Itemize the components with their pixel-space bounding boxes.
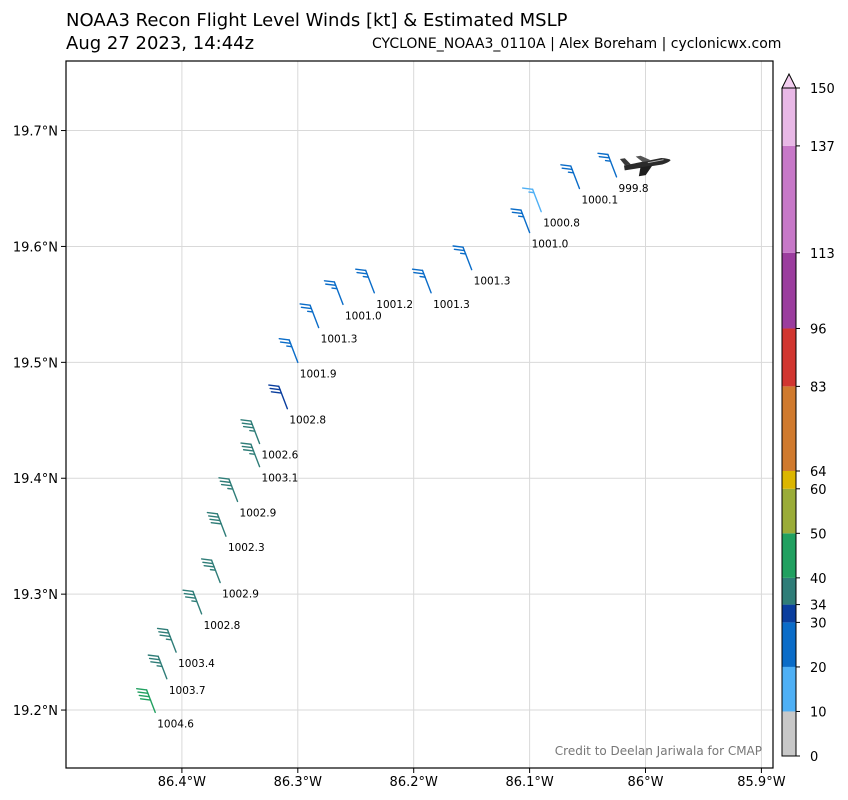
colorbar-segment xyxy=(782,488,796,534)
colorbar-label: 96 xyxy=(810,322,827,337)
axis-ticks: 86.4°W 86.3°W 86.2°W 86.1°W 86°W 85.9°W 19.2°N… xyxy=(13,125,786,790)
colorbar-segment xyxy=(782,666,796,712)
colorbar-label: 40 xyxy=(810,572,827,587)
colorbar-label: 137 xyxy=(810,140,835,155)
y-tick-label: 19.2°N xyxy=(13,704,58,719)
colorbar-segment xyxy=(782,711,796,756)
x-tick-label: 85.9°W xyxy=(737,775,785,790)
colorbar-label: 83 xyxy=(810,380,827,395)
wind-barb xyxy=(299,303,320,329)
mslp-label: 1002.3 xyxy=(228,542,265,554)
mslp-label: 1003.7 xyxy=(169,685,206,697)
wind-barbs xyxy=(136,152,618,714)
credit-text: Credit to Deelan Jariwala for CMAP xyxy=(555,744,762,758)
mslp-label: 1003.1 xyxy=(262,473,299,485)
x-tick-label: 86.1°W xyxy=(505,775,553,790)
colorbar-label: 150 xyxy=(810,82,835,97)
mslp-label: 1002.8 xyxy=(204,620,241,632)
colorbar-label: 20 xyxy=(810,661,827,676)
mslp-label: 1002.8 xyxy=(289,415,326,427)
grid xyxy=(66,61,773,768)
pressure-labels: 1004.6 1003.7 1003.4 1002.8 1002.9 1002.3 1002… xyxy=(157,183,648,730)
colorbar-label: 60 xyxy=(810,483,827,498)
mslp-label: 1001.9 xyxy=(300,368,337,380)
colorbar-label: 10 xyxy=(810,705,827,720)
mslp-label: 1001.2 xyxy=(376,299,413,311)
wind-barb xyxy=(560,164,581,190)
colorbar-label: 50 xyxy=(810,527,827,542)
colorbar-segment xyxy=(782,622,796,667)
y-tick-label: 19.4°N xyxy=(13,472,58,487)
colorbar-segment xyxy=(782,252,796,329)
mslp-label: 1002.9 xyxy=(240,507,277,519)
mslp-label: 1001.3 xyxy=(474,276,511,288)
wind-barb xyxy=(323,280,344,306)
colorbar-segment xyxy=(782,145,796,253)
chart-datetime: Aug 27 2023, 14:44z xyxy=(66,33,255,54)
plot-frame xyxy=(65,60,774,769)
x-tick-label: 86°W xyxy=(628,775,664,790)
mslp-label: 1004.6 xyxy=(157,718,194,730)
mslp-label: 1000.1 xyxy=(581,194,618,206)
chart-source: CYCLONE_NOAA3_0110A | Alex Boreham | cyc… xyxy=(372,36,782,52)
mslp-label: 1001.0 xyxy=(532,239,569,251)
colorbar-segment xyxy=(782,533,796,578)
wind-barb xyxy=(355,268,375,294)
x-tick-label: 86.3°W xyxy=(274,775,322,790)
colorbar-label: 64 xyxy=(810,465,827,480)
wind-barb xyxy=(268,384,289,410)
aircraft-icon xyxy=(619,155,671,177)
wind-barb xyxy=(156,627,177,653)
wind-barb xyxy=(147,654,168,680)
mslp-label: 1001.3 xyxy=(433,299,470,311)
colorbar-segment xyxy=(782,604,796,623)
x-tick-label: 86.4°W xyxy=(158,775,206,790)
wind-barb xyxy=(240,419,261,445)
colorbar-segment xyxy=(782,88,796,146)
colorbar-label: 0 xyxy=(810,750,818,765)
mslp-label: 1002.9 xyxy=(222,589,259,601)
colorbar: 0 10 20 30 34 40 50 60 64 83 96 113 137 150 xyxy=(781,72,835,765)
colorbar-extend-arrow xyxy=(781,72,797,89)
wind-barb xyxy=(411,268,432,294)
mslp-label: 1002.6 xyxy=(262,449,299,461)
y-tick-label: 19.5°N xyxy=(13,356,58,371)
wind-barb xyxy=(200,558,221,584)
colorbar-segment xyxy=(782,328,796,387)
mslp-label: 1001.3 xyxy=(321,334,358,346)
mslp-label: 1000.8 xyxy=(543,218,580,230)
wind-barb xyxy=(206,511,227,537)
mslp-label: 1001.0 xyxy=(345,310,382,322)
colorbar-frame xyxy=(781,88,797,757)
y-tick-label: 19.6°N xyxy=(13,240,58,255)
colorbar-segment xyxy=(782,577,796,605)
wind-barb xyxy=(597,152,618,178)
mslp-label: 1003.4 xyxy=(178,658,215,670)
colorbar-segment xyxy=(782,386,796,471)
colorbar-label: 30 xyxy=(810,616,827,631)
wind-barb xyxy=(182,589,203,615)
y-tick-label: 19.7°N xyxy=(13,125,58,140)
chart-title: NOAA3 Recon Flight Level Winds [kt] & Es… xyxy=(66,10,568,31)
wind-barb xyxy=(240,442,261,468)
wind-barb xyxy=(452,245,473,271)
mslp-label: 999.8 xyxy=(619,183,649,195)
x-tick-label: 86.2°W xyxy=(390,775,438,790)
wind-barb xyxy=(218,477,239,503)
wind-barb xyxy=(136,688,156,714)
colorbar-segment xyxy=(782,470,796,489)
wind-barb xyxy=(521,187,542,213)
colorbar-label: 113 xyxy=(810,247,835,262)
colorbar-label: 34 xyxy=(810,599,827,614)
wind-barb xyxy=(278,338,299,364)
y-tick-label: 19.3°N xyxy=(13,588,58,603)
wind-barb xyxy=(510,208,531,234)
